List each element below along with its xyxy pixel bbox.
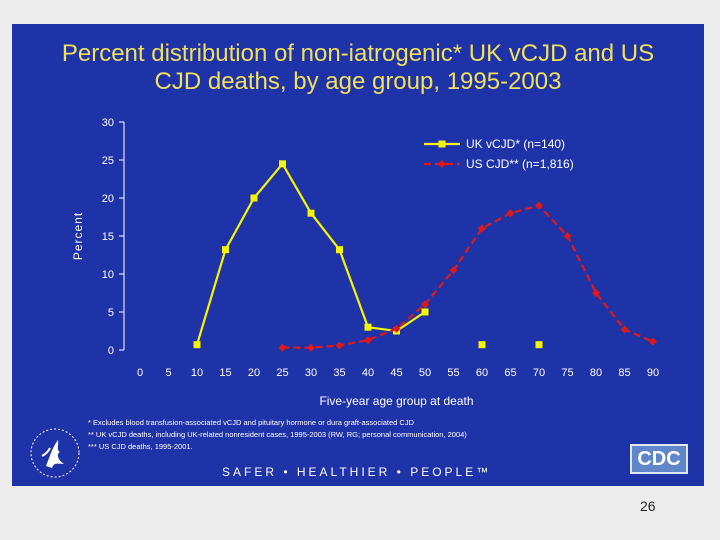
y-tick-label: 10: [102, 269, 114, 281]
x-tick-label: 85: [618, 367, 630, 379]
x-axis-label: Five-year age group at death: [319, 394, 473, 408]
footnote-2: ** UK vCJD deaths, including UK-related …: [88, 430, 467, 439]
uk-vcjd-legend-label: UK vCJD* (n=140): [466, 137, 565, 151]
uk-vcjd-point: [279, 160, 286, 168]
us-cjd-point: [592, 289, 600, 297]
us-cjd-point: [364, 336, 372, 345]
x-tick-label: 20: [248, 367, 260, 379]
us-cjd-point: [421, 300, 429, 309]
us-cjd-point: [335, 341, 344, 350]
us-cjd-legend-marker: [438, 160, 446, 168]
x-tick-label: 90: [647, 367, 659, 379]
x-tick-label: 65: [504, 367, 516, 379]
us-cjd-point: [649, 337, 657, 346]
chart-title-line-2: CJD deaths, by age group, 1995-2003: [154, 68, 562, 95]
footnotes: * Excludes blood transfusion-associated …: [88, 417, 648, 453]
page-number: 26: [640, 498, 656, 514]
us-cjd-legend-label: US CJD** (n=1,816): [466, 157, 574, 171]
x-tick-label: 75: [561, 367, 573, 379]
x-tick-label: 60: [476, 367, 488, 379]
x-tick-label: 55: [447, 367, 459, 379]
us-cjd-point: [449, 266, 458, 275]
x-tick-label: 25: [276, 367, 288, 379]
us-cjd-point: [563, 232, 572, 240]
chart-title: Percent distribution of non-iatrogenic* …: [12, 40, 704, 96]
uk-vcjd-series-line: [195, 161, 426, 346]
x-tick-label: 35: [333, 367, 345, 379]
y-tick-label: 20: [102, 193, 114, 205]
x-tick-label: 0: [137, 367, 143, 379]
footnote-3: *** US CJD deaths, 1995-2001.: [88, 442, 193, 451]
x-tick-label: 15: [219, 367, 231, 379]
x-tick-label: 50: [419, 367, 431, 379]
footnote-1: * Excludes blood transfusion-associated …: [88, 418, 414, 427]
line-chart: 0 5 10 15 20 25 30 Percent 0 5 10 15 20 25 30 35 40 45 50 5…: [71, 117, 659, 408]
uk-vcjd-point: [421, 308, 429, 316]
x-tick-label: 40: [362, 367, 374, 379]
cdc-logo: CDC: [630, 444, 688, 474]
us-cjd-point: [620, 325, 629, 334]
chart-title-line-1: Percent distribution of non-iatrogenic* …: [61, 40, 655, 67]
uk-vcjd-point: [222, 246, 229, 254]
x-tick-label: 5: [165, 367, 171, 379]
uk-vcjd-legend-marker: [438, 140, 446, 148]
y-tick-label: 15: [102, 231, 114, 243]
uk-vcjd-point: [250, 194, 258, 202]
us-cjd-point: [478, 224, 486, 233]
y-axis-label: Percent: [71, 212, 85, 260]
y-tick-label: 5: [108, 307, 114, 319]
uk-vcjd-point: [193, 341, 201, 349]
us-cjd-point: [307, 343, 315, 352]
x-tick-label: 45: [390, 367, 402, 379]
uk-vcjd-point: [478, 341, 486, 349]
x-tick-label: 70: [533, 367, 545, 379]
us-cjd-point: [535, 201, 543, 210]
hhs-eagle-logo-icon: [30, 428, 80, 478]
uk-vcjd-point: [535, 341, 543, 349]
uk-vcjd-point: [364, 323, 372, 331]
y-tick-label: 30: [102, 117, 114, 129]
y-tick-label: 25: [102, 155, 114, 167]
uk-vcjd-point: [336, 246, 343, 254]
us-cjd-point: [278, 343, 287, 352]
us-cjd-point: [392, 324, 401, 333]
x-tick-label: 30: [305, 367, 317, 379]
x-tick-label: 80: [590, 367, 602, 379]
tagline: SAFER • HEALTHIER • PEOPLE™: [222, 465, 492, 479]
us-cjd-point: [506, 209, 515, 218]
slide: Percent distribution of non-iatrogenic* …: [12, 24, 704, 486]
uk-vcjd-point: [307, 209, 315, 217]
x-tick-label: 10: [191, 367, 203, 379]
us-cjd-series-line: [282, 204, 654, 349]
y-tick-label: 0: [108, 345, 114, 357]
